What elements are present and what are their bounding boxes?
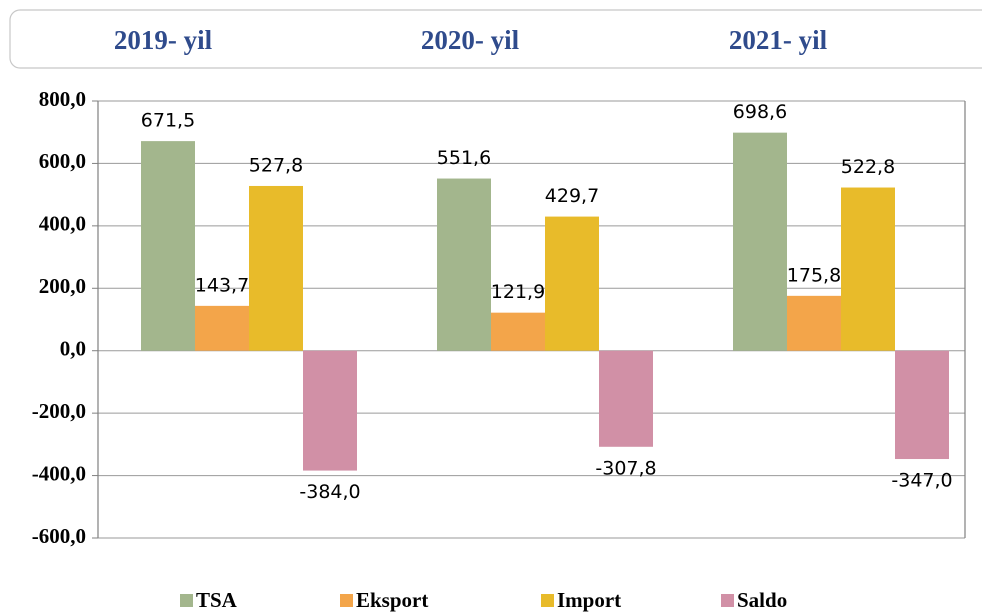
y-tick-label: 800,0: [39, 87, 86, 111]
y-tick-label: 200,0: [39, 274, 86, 298]
bar: [491, 312, 545, 351]
y-tick-label: -400,0: [32, 461, 86, 485]
y-tick-label: 600,0: [39, 149, 86, 173]
category-label: 2019- yil: [114, 25, 213, 55]
legend-label: Saldo: [737, 588, 787, 612]
y-tick-label: -200,0: [32, 399, 86, 423]
value-label: 551,6: [437, 147, 491, 169]
legend-label: Import: [557, 588, 621, 612]
header-box: [9, 9, 982, 69]
bar: [249, 185, 303, 351]
bar: [437, 178, 491, 351]
value-label: -384,0: [299, 481, 360, 503]
bar: [895, 350, 949, 460]
value-label: -307,8: [595, 457, 656, 479]
legend-swatch: [541, 594, 554, 607]
bar: [545, 216, 599, 351]
value-label: 175,8: [787, 264, 841, 286]
value-label: 527,8: [249, 154, 303, 176]
bar: [303, 350, 357, 471]
bar: [141, 141, 195, 351]
legend-swatch: [180, 594, 193, 607]
value-label: 143,7: [195, 274, 249, 296]
legend-swatch: [721, 594, 734, 607]
y-tick-label: 0,0: [60, 337, 86, 361]
legend-label: Eksport: [356, 588, 428, 612]
category-label: 2021- yil: [729, 25, 828, 55]
value-label: 429,7: [545, 185, 599, 207]
category-label: 2020- yil: [421, 25, 520, 55]
legend-label: TSA: [196, 588, 238, 612]
value-label: -347,0: [891, 470, 952, 492]
value-label: 698,6: [733, 101, 787, 123]
bar: [841, 187, 895, 351]
bar: [599, 350, 653, 447]
value-label: 671,5: [141, 110, 195, 132]
bar: [195, 305, 249, 351]
value-label: 121,9: [491, 281, 545, 303]
legend-swatch: [340, 594, 353, 607]
y-tick-label: 400,0: [39, 212, 86, 236]
value-label: 522,8: [841, 156, 895, 178]
bar: [733, 132, 787, 351]
bar: [787, 295, 841, 351]
y-tick-label: -600,0: [32, 524, 86, 548]
